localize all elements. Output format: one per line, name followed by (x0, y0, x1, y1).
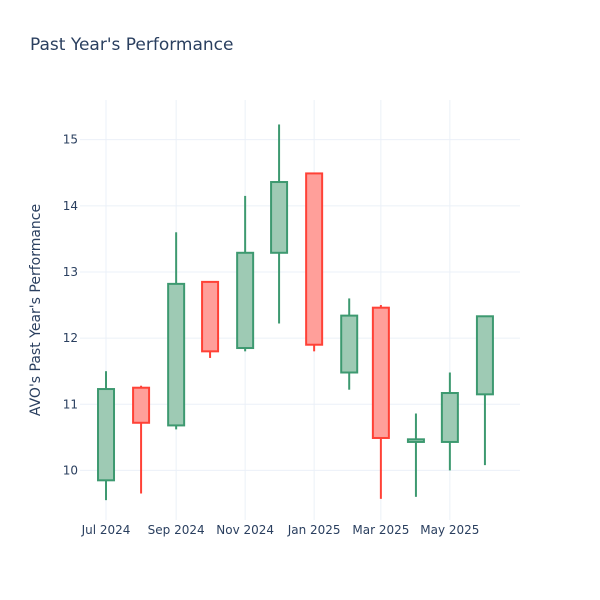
x-axis-ticks: Jul 2024 Sep 2024 Nov 2024 Jan 2025 Mar 2025… (81, 523, 480, 537)
chart-title: Past Year's Performance (30, 35, 234, 55)
x-tick-label: Nov 2024 (216, 523, 274, 537)
y-tick-label: 11 (63, 397, 78, 411)
candle-decreasing[interactable] (371, 305, 390, 499)
candle-decreasing[interactable] (132, 385, 151, 494)
y-axis-title: AVO's Past Year's Performance (28, 204, 44, 416)
candle-body (236, 251, 255, 350)
candle-body (440, 392, 459, 443)
candle-body (475, 315, 494, 396)
y-tick-label: 12 (63, 331, 78, 345)
candle-decreasing[interactable] (305, 172, 324, 352)
candle-body (270, 181, 289, 254)
candle-body (371, 306, 390, 439)
x-tick-label: Mar 2025 (352, 523, 409, 537)
y-tick-label: 13 (63, 265, 78, 279)
candle-body (167, 282, 186, 427)
candle-increasing[interactable] (475, 315, 494, 466)
candle-body (201, 280, 220, 353)
x-tick-label: Jan 2025 (287, 523, 341, 537)
candle-body (97, 388, 116, 482)
candle-increasing[interactable] (97, 371, 116, 501)
candle-increasing[interactable] (167, 232, 186, 430)
candle-body (340, 314, 359, 374)
y-tick-label: 15 (63, 133, 78, 147)
candle-increasing[interactable] (406, 413, 425, 497)
x-tick-label: May 2025 (420, 523, 479, 537)
y-axis-ticks: 10 11 12 13 14 15 (63, 133, 78, 478)
candle-increasing[interactable] (340, 298, 359, 390)
candle-decreasing[interactable] (201, 280, 220, 358)
y-tick-label: 10 (63, 463, 78, 477)
x-tick-label: Sep 2024 (148, 523, 205, 537)
candle-body (406, 438, 425, 443)
candle-increasing[interactable] (270, 124, 289, 324)
y-tick-label: 14 (63, 199, 78, 213)
candle-increasing[interactable] (440, 372, 459, 471)
x-tick-label: Jul 2024 (81, 523, 131, 537)
candles (97, 124, 494, 501)
candle-increasing[interactable] (236, 195, 255, 352)
candle-body (132, 386, 151, 424)
candle-body (305, 172, 324, 346)
